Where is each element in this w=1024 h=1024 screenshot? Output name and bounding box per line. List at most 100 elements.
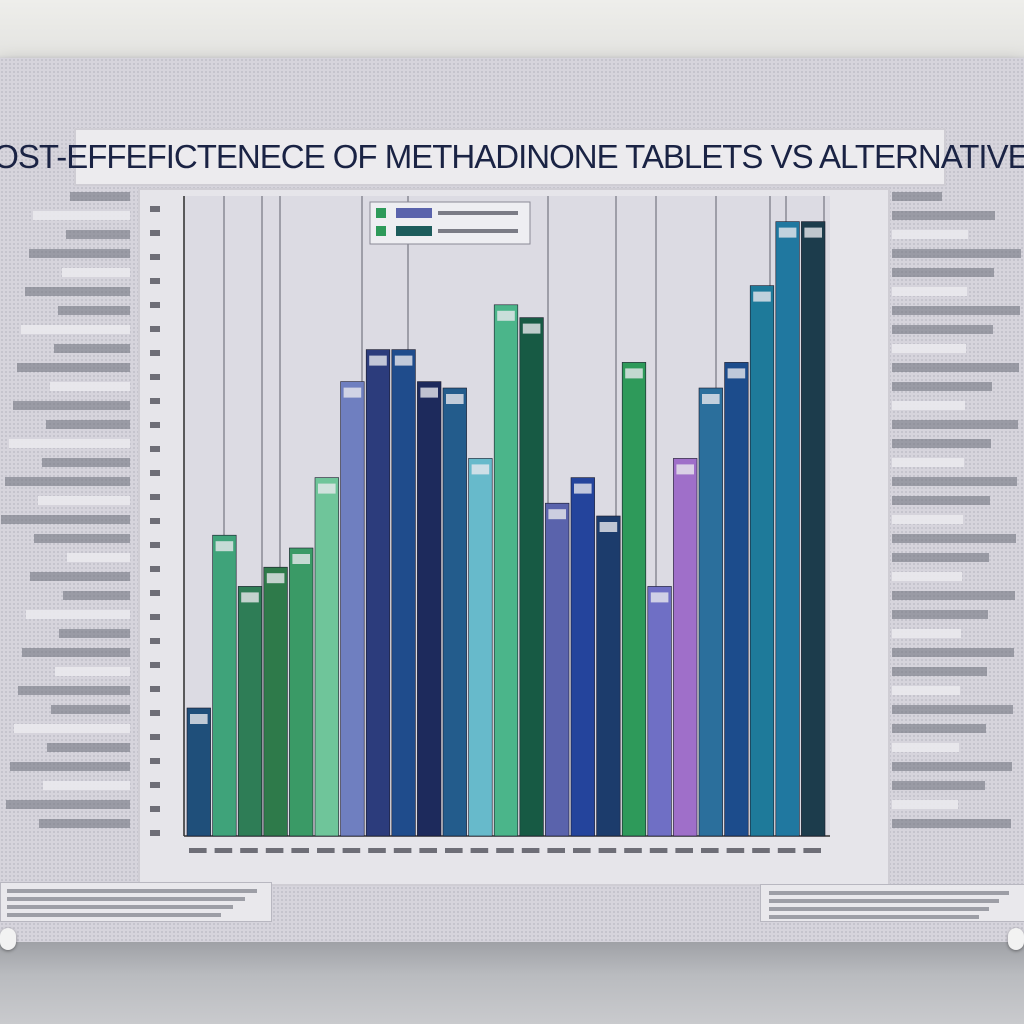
bar-value-label-18 xyxy=(650,592,669,603)
y-tick-label-10 xyxy=(150,446,160,452)
right-note-line-5 xyxy=(892,287,967,296)
wall-pin-left xyxy=(0,928,16,950)
right-note-line-18 xyxy=(892,534,1016,543)
right-note-line-4 xyxy=(892,268,994,277)
right-note-line-27 xyxy=(892,705,1013,714)
right-note-line-23 xyxy=(892,629,961,638)
left-note-line-19 xyxy=(67,553,130,562)
bar-3 xyxy=(263,566,288,837)
bar-16 xyxy=(596,515,621,837)
bar-value-label-13 xyxy=(522,323,541,334)
bar-value-label-9 xyxy=(420,387,438,398)
legend-swatch-1 xyxy=(396,208,432,218)
bar-21 xyxy=(724,362,749,837)
right-note-line-25 xyxy=(892,667,987,676)
left-note-line-6 xyxy=(58,306,130,315)
right-note-line-0 xyxy=(892,192,942,201)
right-note-line-19 xyxy=(892,553,989,562)
left-note-line-12 xyxy=(46,420,130,429)
bar-24 xyxy=(801,221,826,837)
left-note-line-21 xyxy=(63,591,130,600)
right-note-line-29 xyxy=(892,743,959,752)
x-tick-label-7 xyxy=(368,848,386,853)
y-tick-label-17 xyxy=(150,614,160,620)
left-note-line-15 xyxy=(5,477,130,486)
right-note-line-24 xyxy=(892,648,1014,657)
y-tick-label-26 xyxy=(150,830,160,836)
bar-6 xyxy=(340,381,365,837)
y-tick-label-6 xyxy=(150,350,160,356)
bar-8 xyxy=(391,349,416,837)
left-note-line-16 xyxy=(38,496,130,505)
right-note-line-2 xyxy=(892,230,968,239)
right-note-line-32 xyxy=(892,800,958,809)
x-tick-label-22 xyxy=(752,848,770,853)
y-tick-label-20 xyxy=(150,686,160,692)
y-tick-label-9 xyxy=(150,422,160,428)
left-note-line-24 xyxy=(22,648,130,657)
right-note-line-31 xyxy=(892,781,985,790)
footer-note-left xyxy=(0,882,272,922)
footer-left-line-0 xyxy=(7,889,257,893)
footer-left-line-1 xyxy=(7,897,245,901)
x-tick-label-18 xyxy=(649,848,668,853)
y-tick-label-12 xyxy=(150,494,160,500)
bar-value-label-8 xyxy=(394,355,413,366)
plot-panel xyxy=(138,188,890,886)
y-tick-label-7 xyxy=(150,374,160,380)
right-note-line-16 xyxy=(892,496,990,505)
bar-value-label-17 xyxy=(625,368,643,379)
bar-value-label-5 xyxy=(318,483,336,494)
floor xyxy=(0,942,1024,1024)
legend-text-1 xyxy=(438,229,518,233)
bar-2 xyxy=(237,586,263,837)
title-banner: COST-EFFEFICTENECE OF METHADINONE TABLET… xyxy=(0,128,1024,186)
left-note-line-1 xyxy=(33,211,130,220)
y-tick-label-24 xyxy=(150,782,160,788)
x-tick-label-13 xyxy=(521,848,540,853)
left-note-line-14 xyxy=(42,458,130,467)
bar-11 xyxy=(468,458,493,837)
footer-left-line-3 xyxy=(7,913,221,917)
bar-value-label-21 xyxy=(727,368,746,379)
bar-value-label-0 xyxy=(190,714,208,724)
x-tick-label-5 xyxy=(317,848,335,853)
bar-13 xyxy=(519,317,544,837)
y-tick-label-22 xyxy=(150,734,160,740)
left-note-line-7 xyxy=(21,325,130,334)
bar-value-label-12 xyxy=(497,310,515,321)
left-note-line-23 xyxy=(59,629,130,638)
legend-swatch-3 xyxy=(396,226,432,236)
left-note-line-18 xyxy=(34,534,130,543)
x-tick-label-8 xyxy=(393,848,412,853)
y-tick-label-18 xyxy=(150,638,160,644)
right-note-line-1 xyxy=(892,211,995,220)
y-tick-label-11 xyxy=(150,470,160,476)
y-tick-label-14 xyxy=(150,542,160,548)
right-note-line-26 xyxy=(892,686,960,695)
bar-20 xyxy=(698,387,723,837)
x-tick-label-14 xyxy=(547,848,565,853)
y-tick-label-16 xyxy=(150,590,160,596)
left-note-line-8 xyxy=(54,344,130,353)
bar-value-label-1 xyxy=(215,541,234,552)
bar-value-label-20 xyxy=(702,394,720,404)
x-tick-label-23 xyxy=(777,848,796,853)
legend-swatch-2 xyxy=(376,226,386,236)
right-note-line-10 xyxy=(892,382,992,391)
bar-5 xyxy=(314,477,339,837)
bar-value-label-2 xyxy=(241,592,259,603)
x-tick-label-21 xyxy=(726,848,745,853)
bar-18 xyxy=(647,586,672,837)
left-note-line-11 xyxy=(13,401,130,410)
x-tick-label-12 xyxy=(496,848,514,853)
footer-right-line-1 xyxy=(769,899,999,903)
footer-right-line-3 xyxy=(769,915,979,919)
footer-right-line-2 xyxy=(769,907,989,911)
bar-9 xyxy=(417,381,442,837)
right-note-line-9 xyxy=(892,363,1019,372)
right-note-line-17 xyxy=(892,515,963,524)
bar-17 xyxy=(621,362,647,837)
right-note-line-15 xyxy=(892,477,1017,486)
left-note-line-26 xyxy=(18,686,130,695)
